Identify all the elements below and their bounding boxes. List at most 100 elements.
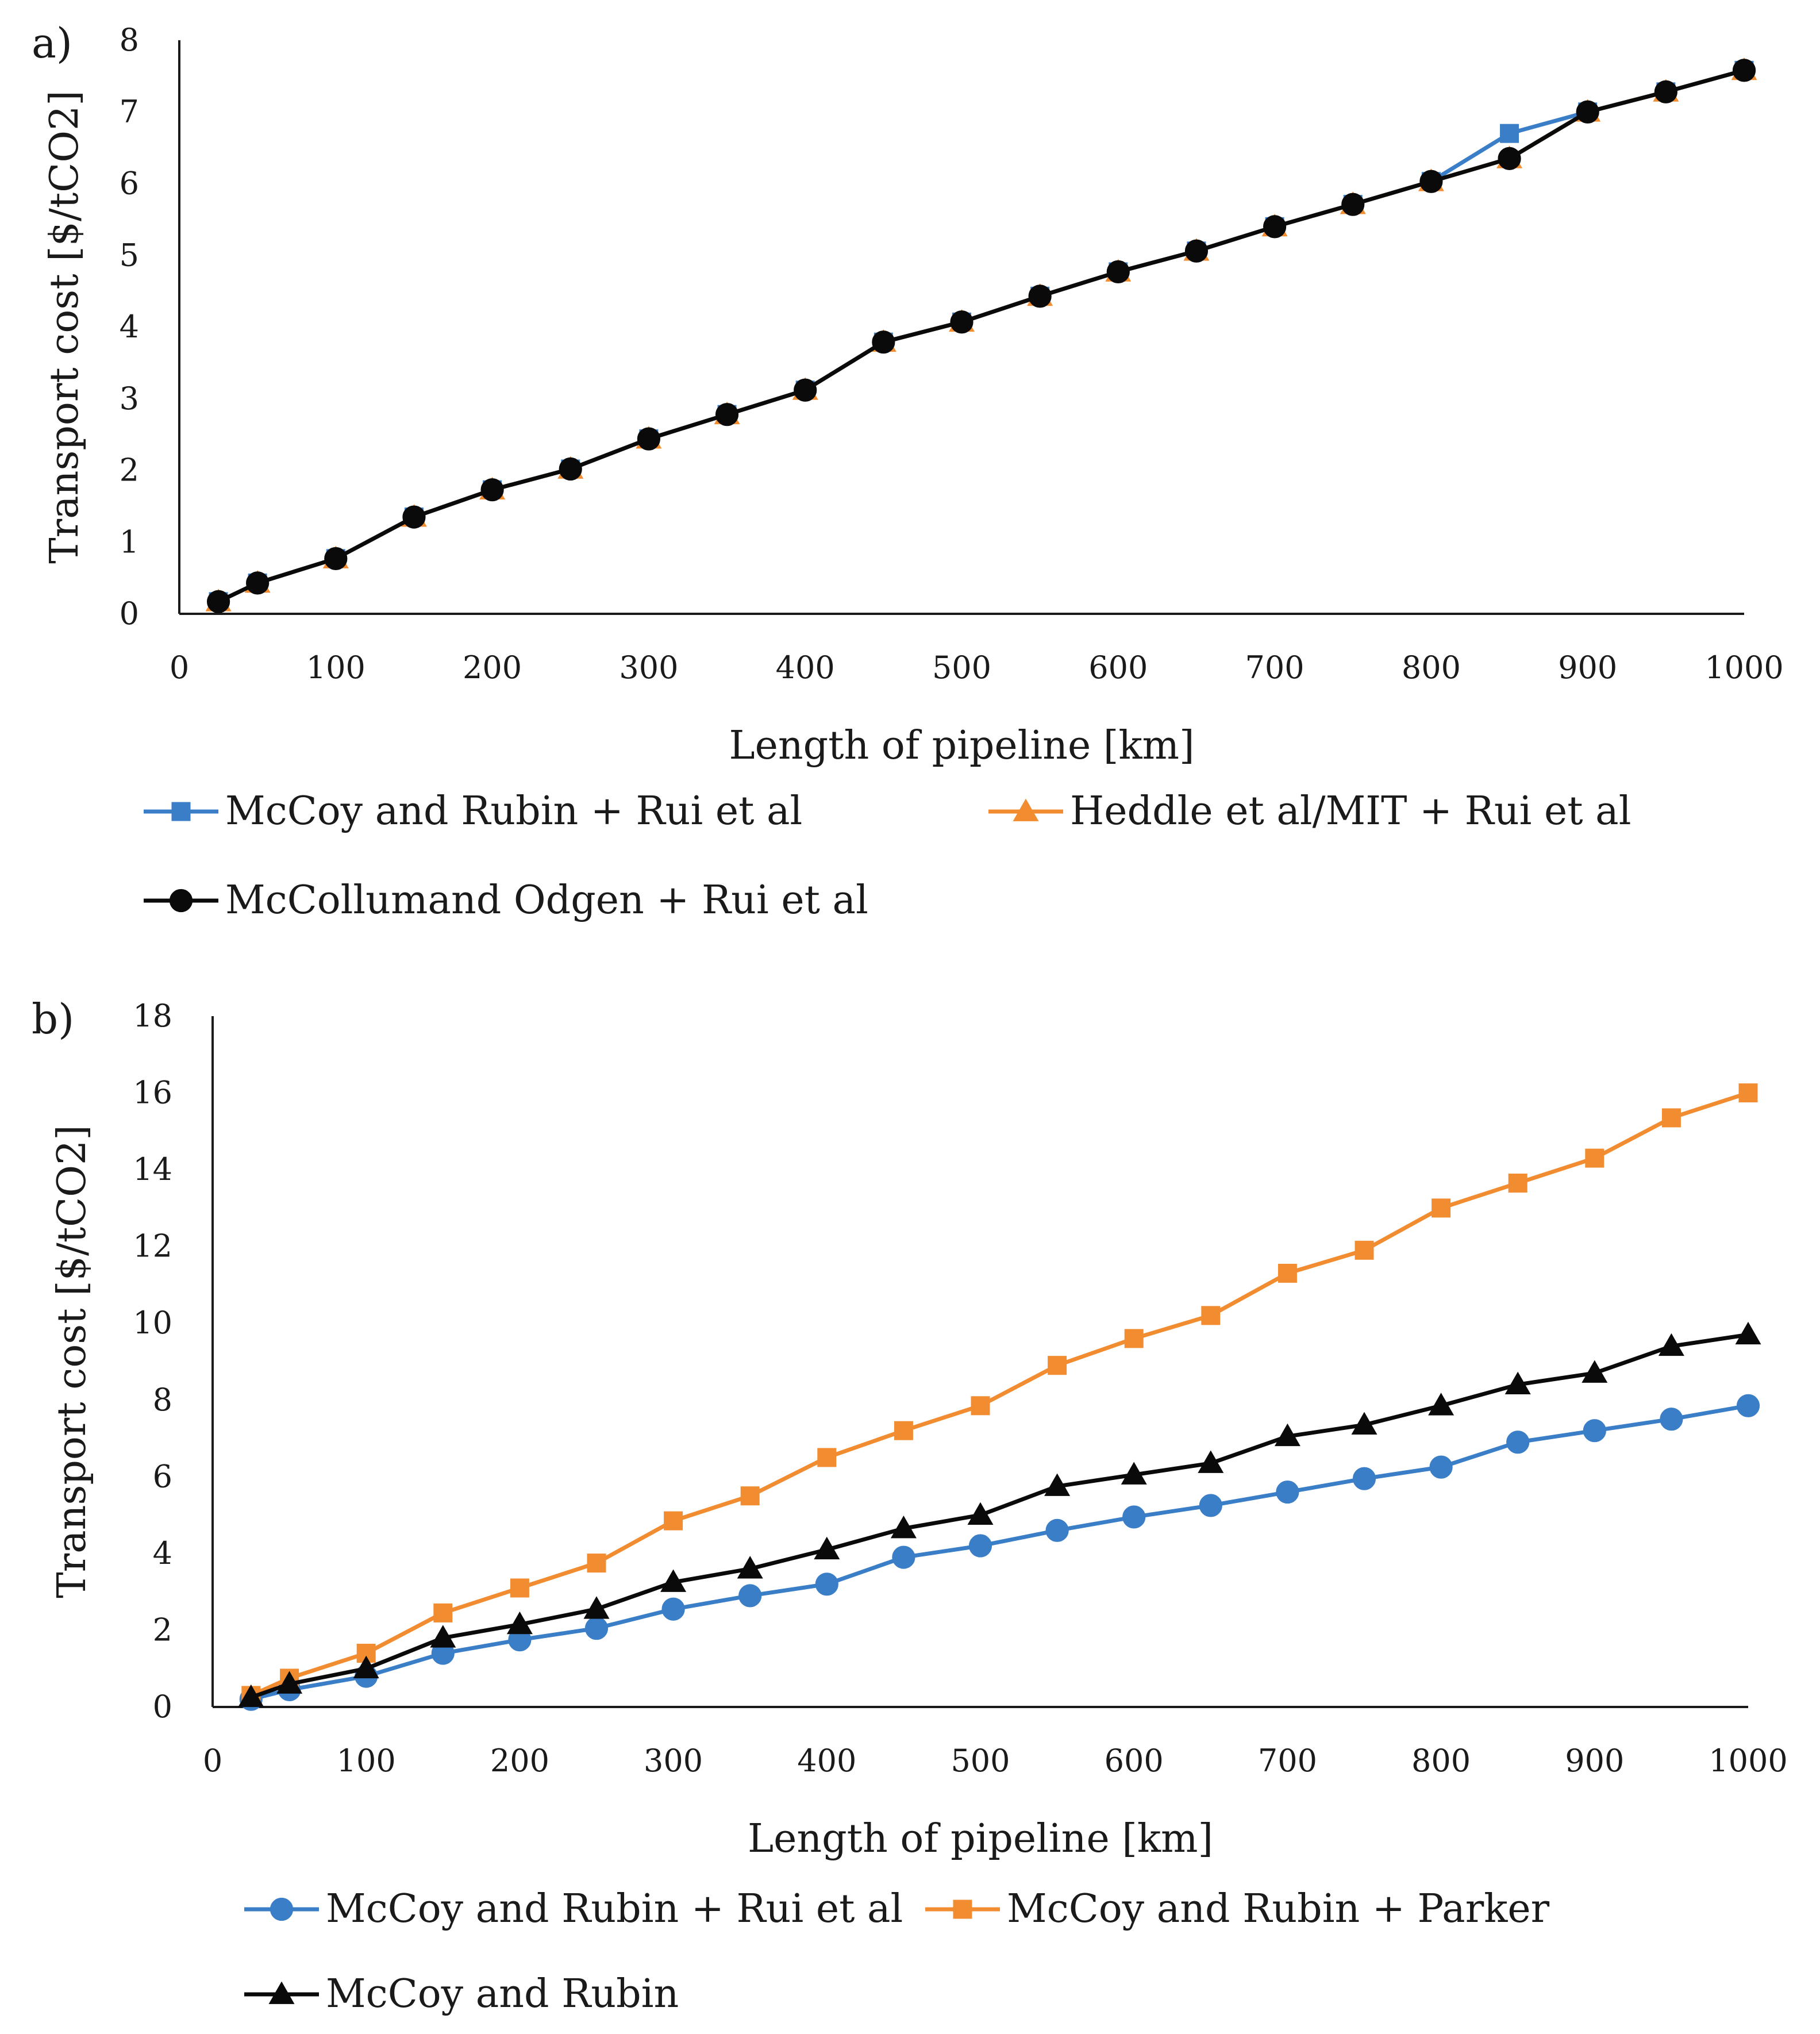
data-point <box>1122 1505 1146 1529</box>
x-tick-label: 100 <box>337 1743 396 1779</box>
data-point <box>1199 1494 1222 1517</box>
x-tick-label: 500 <box>932 649 991 686</box>
data-point <box>894 1421 913 1440</box>
y-tick-label: 12 <box>133 1228 172 1264</box>
data-point <box>892 1545 915 1569</box>
data-point <box>1274 1423 1300 1447</box>
x-tick-label: 800 <box>1411 1743 1471 1779</box>
x-axis-title: Length of pipeline [km] <box>748 1816 1213 1862</box>
legend-label: McCoy and Rubin + Rui et al <box>326 1886 903 1932</box>
y-tick-label: 2 <box>120 452 139 489</box>
data-point <box>1576 100 1599 124</box>
data-point <box>660 1569 687 1592</box>
legend-entry-3: McCoy and Rubin <box>244 1971 679 2017</box>
data-point <box>637 427 661 451</box>
y-tick-label: 5 <box>120 237 139 273</box>
data-point <box>1044 1473 1071 1496</box>
data-point <box>967 1502 994 1525</box>
data-point <box>794 378 817 402</box>
data-point <box>737 1556 763 1579</box>
data-point <box>1429 1455 1453 1479</box>
y-tick-label: 8 <box>120 22 139 58</box>
data-point <box>1201 1306 1221 1325</box>
data-point <box>510 1578 529 1598</box>
data-point <box>814 1536 840 1560</box>
x-tick-label: 800 <box>1402 649 1461 686</box>
data-point <box>1583 1419 1606 1443</box>
x-tick-label: 300 <box>644 1743 703 1779</box>
data-point <box>1198 1450 1224 1473</box>
data-point <box>1045 1518 1069 1542</box>
data-point <box>1352 1467 1376 1490</box>
data-point <box>971 1396 990 1416</box>
data-point <box>1735 1321 1761 1345</box>
data-point <box>1585 1148 1604 1168</box>
panel-label: a) <box>32 19 72 67</box>
legend-entry-2: Heddle et al/MIT + Rui et al <box>988 789 1631 834</box>
data-point <box>715 403 739 426</box>
legend-label: McCollumand Odgen + Rui et al <box>225 878 868 923</box>
x-tick-label: 900 <box>1558 649 1617 686</box>
x-tick-label: 700 <box>1258 1743 1317 1779</box>
y-tick-label: 14 <box>133 1151 172 1187</box>
x-tick-label: 0 <box>170 649 189 686</box>
data-point <box>583 1596 610 1619</box>
data-point <box>206 590 230 613</box>
data-point <box>1184 239 1209 263</box>
legend-marker <box>171 802 191 821</box>
data-point <box>1278 1263 1297 1283</box>
y-tick-label: 4 <box>120 309 139 345</box>
data-point <box>433 1603 453 1622</box>
x-tick-label: 500 <box>951 1743 1010 1779</box>
y-tick-label: 0 <box>120 595 139 632</box>
data-point <box>950 310 974 334</box>
legend-marker <box>1013 798 1039 821</box>
data-point <box>402 505 426 529</box>
data-point <box>1263 215 1287 239</box>
data-point <box>1498 147 1521 170</box>
data-point <box>817 1448 837 1467</box>
y-tick-label: 2 <box>153 1612 172 1648</box>
x-tick-label: 300 <box>619 649 678 686</box>
data-point <box>1355 1240 1374 1260</box>
data-point <box>1341 193 1365 216</box>
legend-marker <box>268 1981 295 2004</box>
data-point <box>587 1554 606 1573</box>
data-point <box>1121 1462 1147 1485</box>
data-point <box>480 478 504 502</box>
x-tick-label: 600 <box>1088 649 1148 686</box>
data-point <box>815 1572 838 1596</box>
y-tick-label: 18 <box>133 998 172 1034</box>
y-tick-label: 7 <box>120 94 139 130</box>
y-tick-label: 6 <box>120 166 139 202</box>
legend-entry-2: McCoy and Rubin + Parker <box>925 1886 1550 1932</box>
data-point <box>738 1584 762 1608</box>
data-point <box>1419 170 1443 193</box>
y-tick-label: 8 <box>153 1382 172 1418</box>
data-point <box>1500 124 1519 143</box>
legend-entry-1: McCoy and Rubin + Rui et al <box>144 789 802 834</box>
x-tick-label: 400 <box>797 1743 856 1779</box>
chart-panel-a: a) 0 1 2 3 4 5 6 7 8 0 100 200 300 400 500 600 700 800 900 1… <box>32 19 1784 923</box>
data-point <box>1276 1480 1299 1504</box>
x-tick-label: 900 <box>1565 1743 1624 1779</box>
data-point <box>1028 284 1052 308</box>
series-2 <box>241 1083 1758 1705</box>
y-axis-title: Transport cost [$/tCO2] <box>42 90 87 563</box>
series-3 <box>238 1321 1761 1708</box>
x-tick-label: 1000 <box>1704 649 1783 686</box>
legend-label: Heddle et al/MIT + Rui et al <box>1070 789 1631 834</box>
series-1 <box>239 1394 1760 1711</box>
legend-label: McCoy and Rubin <box>326 1971 679 2017</box>
legend-entry-3: McCollumand Odgen + Rui et al <box>144 878 868 923</box>
data-point <box>506 1611 533 1635</box>
data-point <box>1048 1356 1067 1375</box>
data-point <box>1351 1412 1377 1435</box>
data-point <box>238 1684 264 1708</box>
data-point <box>661 1597 685 1621</box>
data-point <box>559 457 582 481</box>
data-point <box>324 547 348 571</box>
legend-marker <box>953 1900 972 1919</box>
series-3 <box>206 59 1756 613</box>
